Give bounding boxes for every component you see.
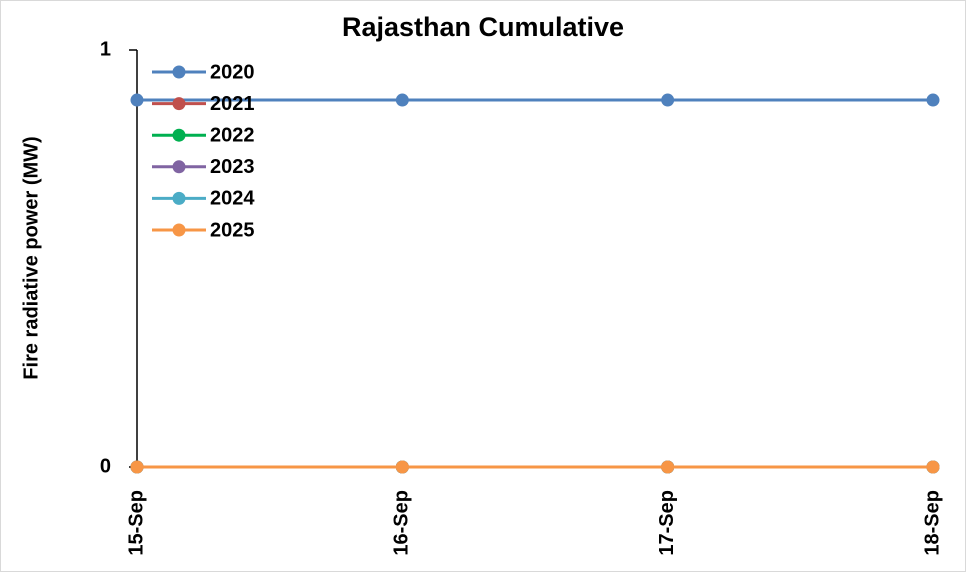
series-marker [926, 93, 940, 107]
series-marker [130, 93, 144, 107]
y-tick-label: 1 [100, 38, 111, 60]
series-marker [661, 460, 675, 474]
x-tick-label: 16-Sep [391, 490, 413, 556]
x-tick-label: 15-Sep [125, 490, 147, 556]
legend-marker [172, 223, 186, 237]
legend-label: 2023 [210, 156, 255, 178]
legend-label: 2022 [210, 124, 255, 146]
legend-label: 2020 [210, 61, 255, 83]
legend-marker [172, 128, 186, 142]
series-marker [661, 93, 675, 107]
legend-label: 2025 [210, 219, 255, 241]
series-marker [395, 93, 409, 107]
legend-marker [172, 65, 186, 79]
x-tick-label: 17-Sep [656, 490, 678, 556]
y-axis-label: Fire radiative power (MW) [20, 136, 42, 379]
series-marker [926, 460, 940, 474]
y-tick-label: 0 [100, 455, 111, 477]
legend-marker [172, 97, 186, 111]
legend-label: 2024 [210, 188, 255, 210]
legend-label: 2021 [210, 93, 255, 115]
legend-marker [172, 160, 186, 174]
x-tick-label: 18-Sep [921, 490, 943, 556]
series-marker [130, 460, 144, 474]
chart-title: Rajasthan Cumulative [342, 12, 624, 42]
series-marker [395, 460, 409, 474]
legend-marker [172, 191, 186, 205]
